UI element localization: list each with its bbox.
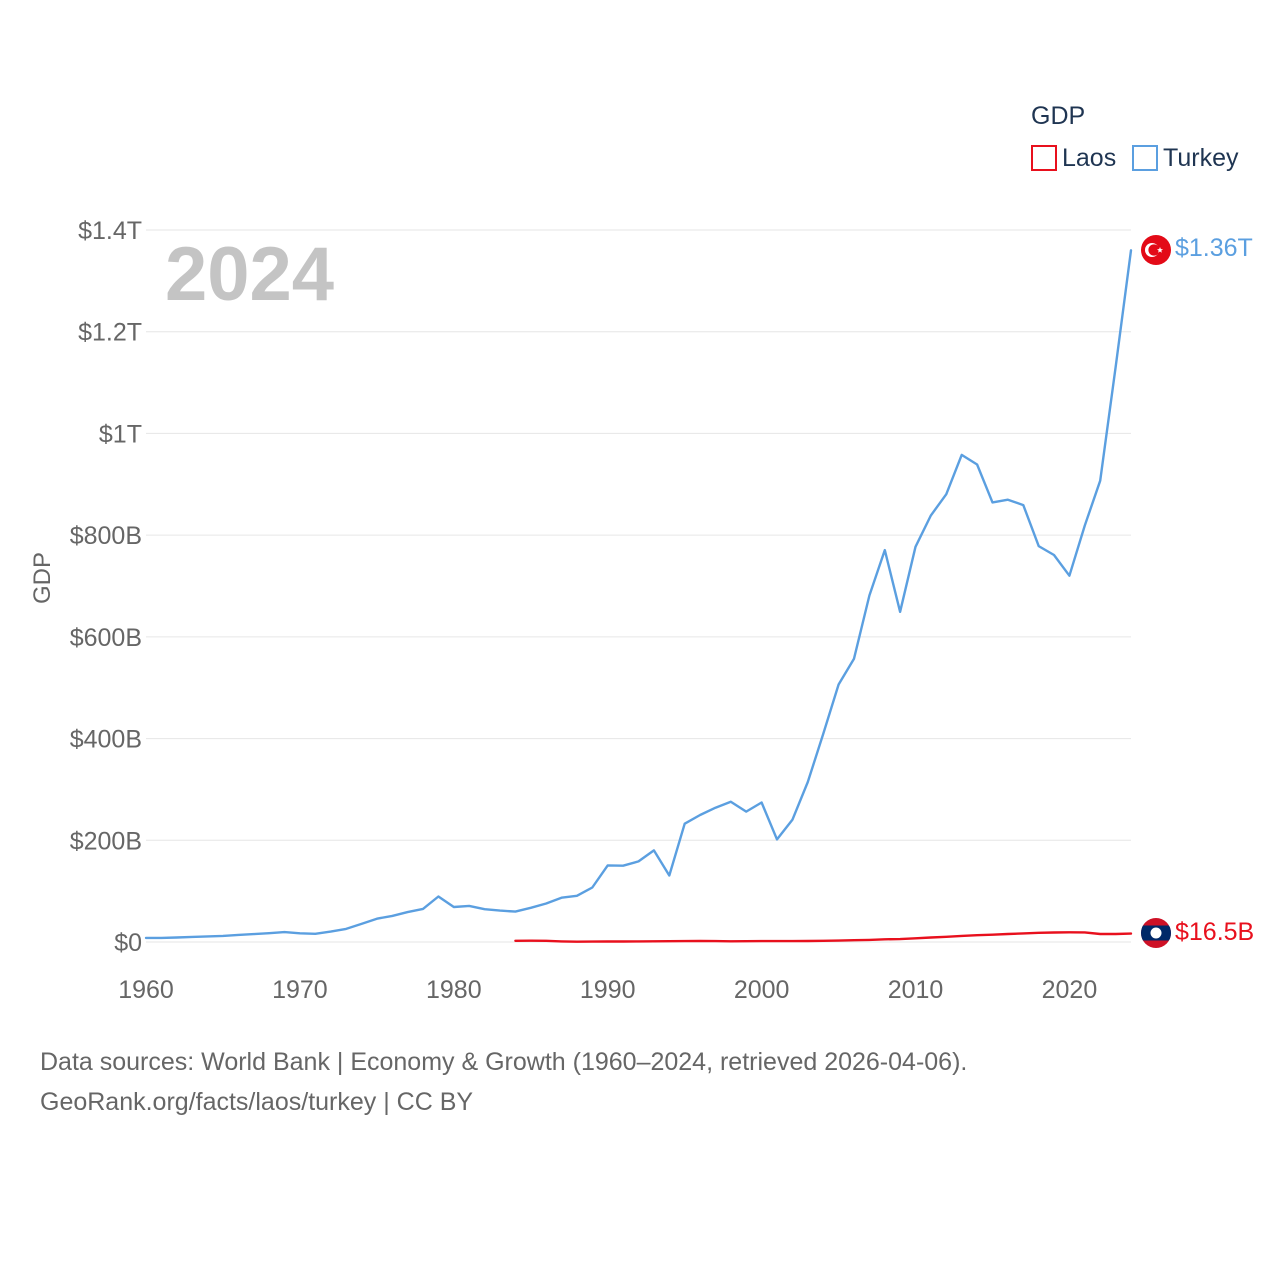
x-tick-label: 1990 [580,976,636,1004]
series-line-turkey [144,249,1133,940]
legend-title: GDP [1031,102,1085,130]
y-tick-label: $600B [70,624,142,652]
gdp-line-chart: $0 $200B $400B $600B $800B $1T $1.2T $1.4T 1960… [29,102,1254,1004]
x-tick-label: 1960 [118,976,174,1004]
y-axis-title: GDP [29,552,56,604]
source-line-1: Data sources: World Bank | Economy & Gro… [40,1048,968,1076]
series-line-laos [514,931,1133,943]
data-source-note: Data sources: World Bank | Economy & Gro… [40,1042,967,1122]
y-tick-label: $1T [99,420,142,448]
x-tick-label: 1970 [272,976,328,1004]
legend-swatch-laos [1031,145,1057,171]
year-watermark: 2024 [165,232,334,317]
legend-item-laos[interactable]: Laos [1031,144,1116,172]
laos-end-value-label: $16.5B [1175,918,1254,946]
turkey-end-value-label: $1.36T [1175,234,1253,262]
x-tick-label: 2010 [888,976,944,1004]
x-tick-label: 2000 [734,976,790,1004]
source-line-2: GeoRank.org/facts/laos/turkey | CC BY [40,1088,474,1116]
y-tick-label: $400B [70,726,142,754]
grid [146,229,1131,943]
x-tick-label: 1980 [426,976,482,1004]
y-tick-label: $1.4T [78,217,142,245]
legend-swatch-turkey [1132,145,1158,171]
x-tick-label: 2020 [1042,976,1098,1004]
legend: GDP Laos Turkey [1031,102,1239,172]
series-lines [144,249,1133,943]
y-tick-label: $0 [114,929,142,957]
y-tick-label: $1.2T [78,319,142,347]
legend-label-turkey: Turkey [1163,144,1239,172]
laos-flag-icon [1141,918,1171,948]
turkey-flag-icon [1141,235,1171,265]
y-axis: $0 $200B $400B $600B $800B $1T $1.2T $1.4T [70,217,142,957]
legend-item-turkey[interactable]: Turkey [1132,144,1239,172]
y-tick-label: $200B [70,827,142,855]
y-tick-label: $800B [70,522,142,550]
x-axis: 1960 1970 1980 1990 2000 2010 2020 [118,976,1097,1004]
legend-label-laos: Laos [1062,144,1116,172]
